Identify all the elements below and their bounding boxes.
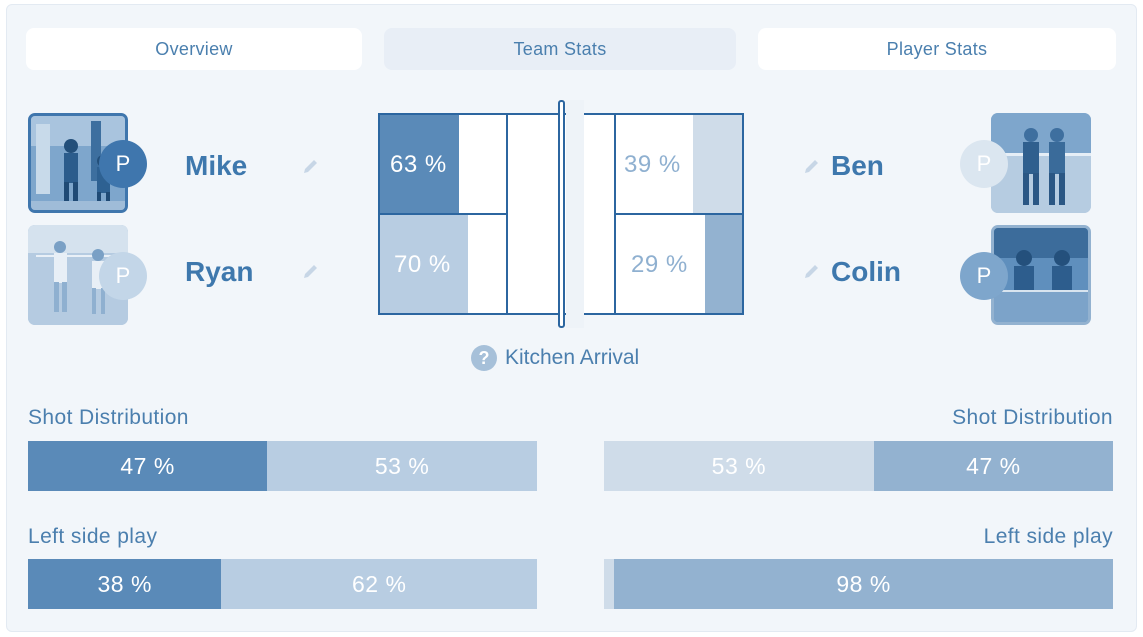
player-badge: P bbox=[99, 140, 147, 188]
shot-distribution-label-left: Shot Distribution bbox=[28, 406, 189, 429]
bar-segment: 62 % bbox=[221, 559, 537, 609]
player-badge: P bbox=[99, 252, 147, 300]
player-name-ryan: Ryan bbox=[185, 256, 254, 287]
court-pct-mike: 63 % bbox=[390, 151, 447, 178]
net-shadow bbox=[566, 100, 584, 328]
player-name-colin: Colin bbox=[831, 256, 901, 287]
bar-segment bbox=[604, 559, 615, 609]
left-side-play-label-right: Left side play bbox=[983, 525, 1113, 548]
court-fill-colin bbox=[705, 215, 742, 313]
shot-distribution-bar-left: 47 % 53 % bbox=[28, 441, 537, 491]
bar-segment: 98 % bbox=[614, 559, 1113, 609]
player-badge: P bbox=[960, 140, 1008, 188]
bar-segment: 53 % bbox=[267, 441, 537, 491]
edit-pencil-icon[interactable] bbox=[802, 156, 822, 176]
bar-segment: 47 % bbox=[873, 441, 1113, 491]
court-net bbox=[558, 100, 565, 328]
court-fill-ben bbox=[692, 115, 742, 213]
court-pct-colin: 29 % bbox=[631, 251, 688, 278]
left-side-play-bar-right: 98 % bbox=[604, 559, 1113, 609]
tab-team-stats[interactable]: Team Stats bbox=[384, 28, 736, 70]
edit-pencil-icon[interactable] bbox=[301, 261, 321, 281]
kitchen-arrival-label: Kitchen Arrival bbox=[505, 346, 640, 369]
edit-pencil-icon[interactable] bbox=[802, 261, 822, 281]
tab-player-stats[interactable]: Player Stats bbox=[758, 28, 1116, 70]
left-side-play-bar-left: 38 % 62 % bbox=[28, 559, 537, 609]
left-side-play-label-left: Left side play bbox=[28, 525, 158, 548]
shot-distribution-label-right: Shot Distribution bbox=[952, 406, 1113, 429]
court-pct-ryan: 70 % bbox=[394, 251, 451, 278]
player-name-ben: Ben bbox=[831, 150, 884, 181]
player-badge: P bbox=[960, 252, 1008, 300]
question-icon[interactable]: ? bbox=[471, 345, 497, 371]
player-name-mike: Mike bbox=[185, 150, 248, 181]
bar-segment: 47 % bbox=[28, 441, 268, 491]
edit-pencil-icon[interactable] bbox=[301, 156, 321, 176]
avatar-colin bbox=[991, 225, 1091, 325]
kitchen-arrival: ? Kitchen Arrival bbox=[471, 344, 639, 372]
shot-distribution-bar-right: 53 % 47 % bbox=[604, 441, 1113, 491]
court-fill-mike bbox=[380, 115, 460, 213]
tab-overview[interactable]: Overview bbox=[26, 28, 362, 70]
court-pct-ben: 39 % bbox=[624, 151, 681, 178]
bar-segment: 53 % bbox=[604, 441, 874, 491]
court-fill-ryan bbox=[380, 215, 469, 313]
bar-segment: 38 % bbox=[28, 559, 222, 609]
